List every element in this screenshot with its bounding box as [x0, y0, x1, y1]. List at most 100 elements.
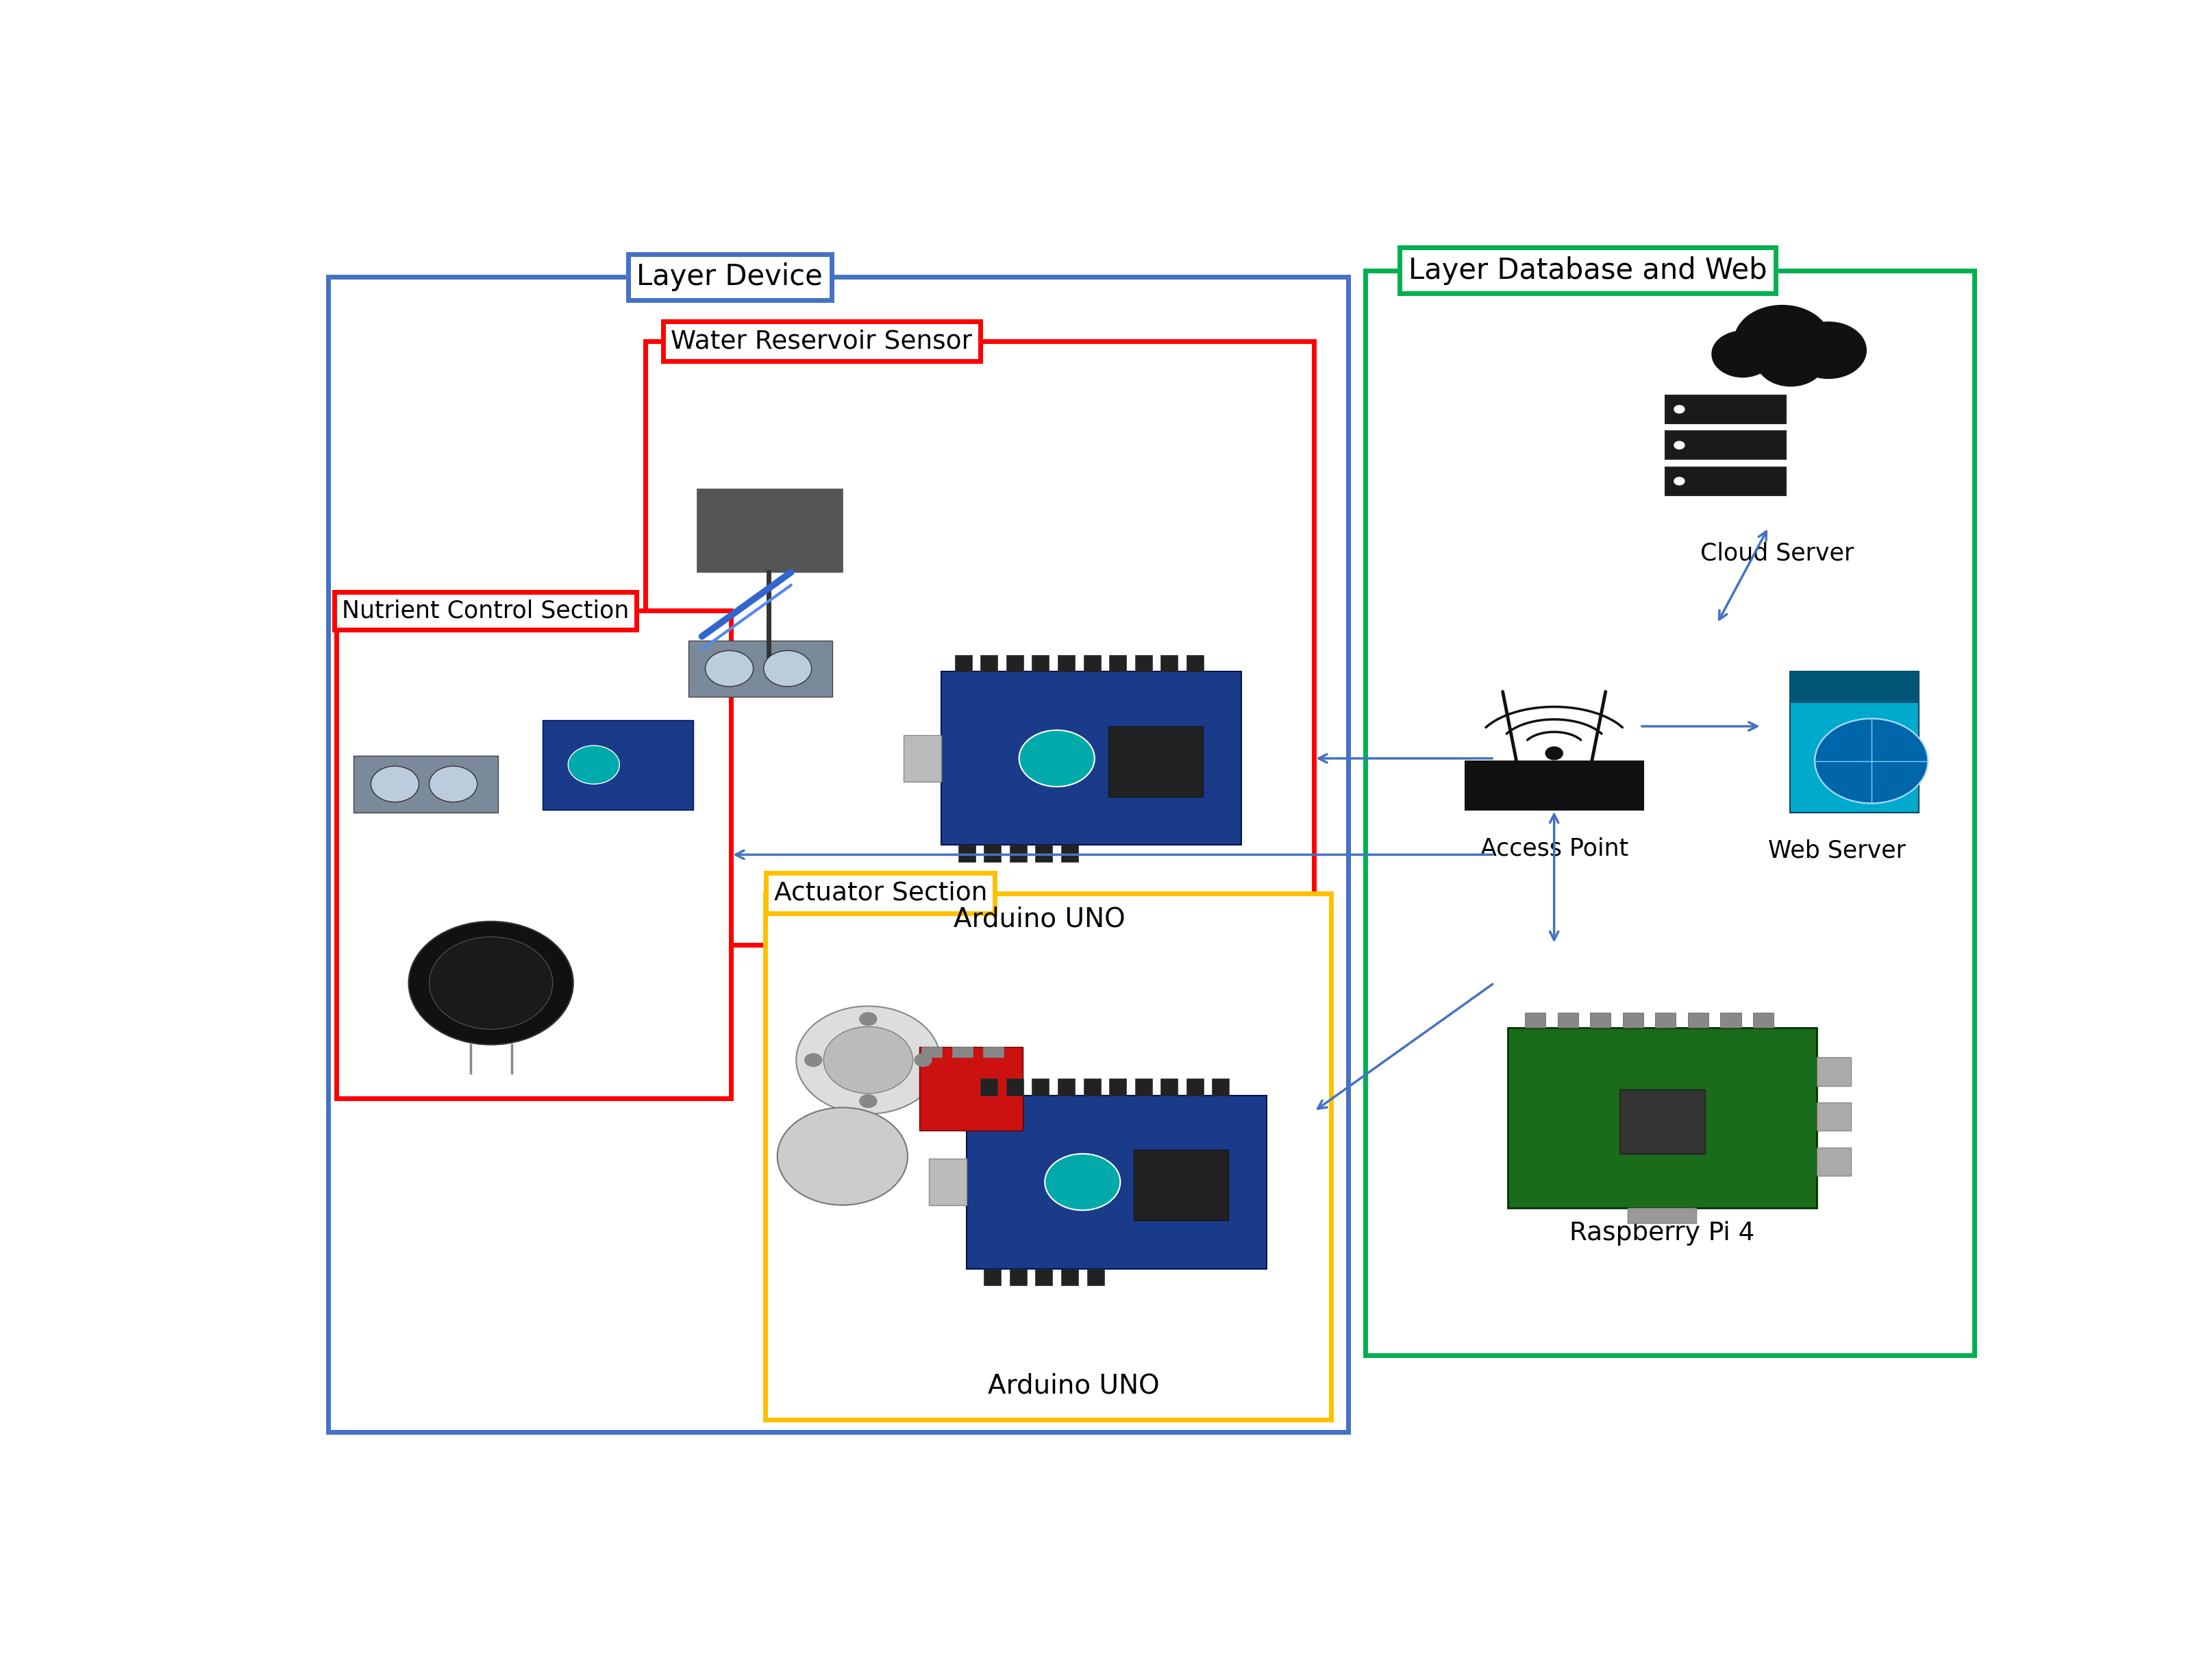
Circle shape — [1674, 405, 1683, 413]
FancyBboxPatch shape — [1557, 1012, 1577, 1029]
Circle shape — [823, 1027, 914, 1094]
FancyBboxPatch shape — [1161, 655, 1177, 672]
FancyBboxPatch shape — [1009, 845, 1026, 862]
FancyBboxPatch shape — [1133, 1150, 1228, 1220]
Text: Layer Database and Web: Layer Database and Web — [1407, 257, 1767, 285]
FancyBboxPatch shape — [1666, 432, 1785, 460]
FancyBboxPatch shape — [1108, 727, 1203, 797]
FancyBboxPatch shape — [1721, 1012, 1741, 1029]
Circle shape — [776, 1107, 907, 1205]
FancyBboxPatch shape — [1006, 1079, 1024, 1095]
FancyBboxPatch shape — [1816, 1147, 1849, 1175]
FancyBboxPatch shape — [1057, 1079, 1075, 1095]
FancyBboxPatch shape — [940, 672, 1241, 845]
FancyBboxPatch shape — [1035, 845, 1053, 862]
FancyBboxPatch shape — [1135, 1079, 1152, 1095]
Text: Nutrient Control Section: Nutrient Control Section — [341, 598, 628, 622]
FancyBboxPatch shape — [1688, 1012, 1708, 1029]
FancyBboxPatch shape — [984, 1269, 1000, 1285]
FancyBboxPatch shape — [1666, 467, 1785, 495]
FancyBboxPatch shape — [1666, 395, 1785, 423]
FancyBboxPatch shape — [980, 655, 998, 672]
Circle shape — [1674, 477, 1683, 485]
FancyBboxPatch shape — [1186, 1079, 1203, 1095]
Circle shape — [1790, 322, 1865, 378]
FancyBboxPatch shape — [1062, 1269, 1077, 1285]
FancyBboxPatch shape — [1524, 1012, 1544, 1029]
FancyBboxPatch shape — [1790, 672, 1918, 812]
Circle shape — [1544, 747, 1562, 760]
Circle shape — [858, 1095, 876, 1107]
FancyBboxPatch shape — [1161, 1079, 1177, 1095]
FancyBboxPatch shape — [1790, 672, 1918, 703]
FancyBboxPatch shape — [1057, 655, 1075, 672]
FancyBboxPatch shape — [1464, 760, 1644, 810]
FancyBboxPatch shape — [1619, 1090, 1705, 1154]
FancyBboxPatch shape — [1506, 1029, 1816, 1207]
Text: Arduino UNO: Arduino UNO — [989, 1374, 1159, 1399]
Text: Access Point: Access Point — [1480, 837, 1628, 860]
FancyBboxPatch shape — [920, 1047, 942, 1057]
Circle shape — [409, 922, 573, 1045]
FancyBboxPatch shape — [958, 845, 975, 862]
Circle shape — [1044, 1154, 1119, 1210]
Circle shape — [858, 1012, 876, 1025]
Circle shape — [1674, 442, 1683, 448]
FancyBboxPatch shape — [1752, 1012, 1774, 1029]
FancyBboxPatch shape — [1135, 655, 1152, 672]
FancyBboxPatch shape — [967, 1095, 1267, 1269]
Circle shape — [1734, 305, 1829, 377]
FancyBboxPatch shape — [956, 655, 971, 672]
Circle shape — [1020, 730, 1095, 787]
FancyBboxPatch shape — [1031, 1079, 1048, 1095]
Circle shape — [706, 650, 752, 687]
FancyBboxPatch shape — [1086, 1269, 1104, 1285]
FancyBboxPatch shape — [1816, 1057, 1849, 1085]
FancyBboxPatch shape — [1108, 655, 1126, 672]
Circle shape — [1712, 332, 1774, 377]
FancyBboxPatch shape — [1084, 1079, 1099, 1095]
FancyBboxPatch shape — [1590, 1012, 1610, 1029]
Text: Water Reservoir Sensor: Water Reservoir Sensor — [670, 328, 973, 353]
FancyBboxPatch shape — [688, 640, 832, 697]
Circle shape — [914, 1054, 931, 1067]
FancyBboxPatch shape — [1186, 655, 1203, 672]
FancyBboxPatch shape — [1031, 655, 1048, 672]
Circle shape — [1756, 335, 1825, 387]
Circle shape — [568, 745, 619, 783]
Circle shape — [429, 767, 478, 802]
Circle shape — [372, 767, 418, 802]
FancyBboxPatch shape — [697, 488, 843, 572]
Circle shape — [429, 937, 553, 1029]
FancyBboxPatch shape — [646, 342, 1314, 945]
Text: Layer Device: Layer Device — [637, 263, 823, 292]
FancyBboxPatch shape — [1212, 1079, 1230, 1095]
FancyBboxPatch shape — [1062, 845, 1077, 862]
FancyBboxPatch shape — [929, 1159, 967, 1205]
FancyBboxPatch shape — [1084, 655, 1099, 672]
FancyBboxPatch shape — [982, 1047, 1004, 1057]
Text: Arduino UNO: Arduino UNO — [953, 905, 1126, 932]
Text: Web Server: Web Server — [1767, 839, 1905, 862]
Circle shape — [805, 1054, 821, 1067]
FancyBboxPatch shape — [1035, 1269, 1053, 1285]
FancyBboxPatch shape — [336, 610, 730, 1099]
FancyBboxPatch shape — [902, 735, 940, 782]
FancyBboxPatch shape — [920, 1047, 1022, 1130]
Circle shape — [1814, 718, 1927, 803]
FancyBboxPatch shape — [1365, 270, 1973, 1355]
FancyBboxPatch shape — [1816, 1102, 1849, 1130]
FancyBboxPatch shape — [951, 1047, 973, 1057]
Text: Cloud Server: Cloud Server — [1699, 542, 1854, 565]
Text: Actuator Section: Actuator Section — [774, 880, 987, 905]
Circle shape — [763, 650, 812, 687]
FancyBboxPatch shape — [354, 755, 498, 812]
Text: Raspberry Pi 4: Raspberry Pi 4 — [1568, 1220, 1754, 1245]
FancyBboxPatch shape — [980, 1079, 998, 1095]
FancyBboxPatch shape — [1628, 1207, 1697, 1224]
FancyBboxPatch shape — [765, 894, 1332, 1420]
FancyBboxPatch shape — [1009, 1269, 1026, 1285]
FancyBboxPatch shape — [1108, 1079, 1126, 1095]
FancyBboxPatch shape — [984, 845, 1000, 862]
Circle shape — [796, 1007, 940, 1114]
